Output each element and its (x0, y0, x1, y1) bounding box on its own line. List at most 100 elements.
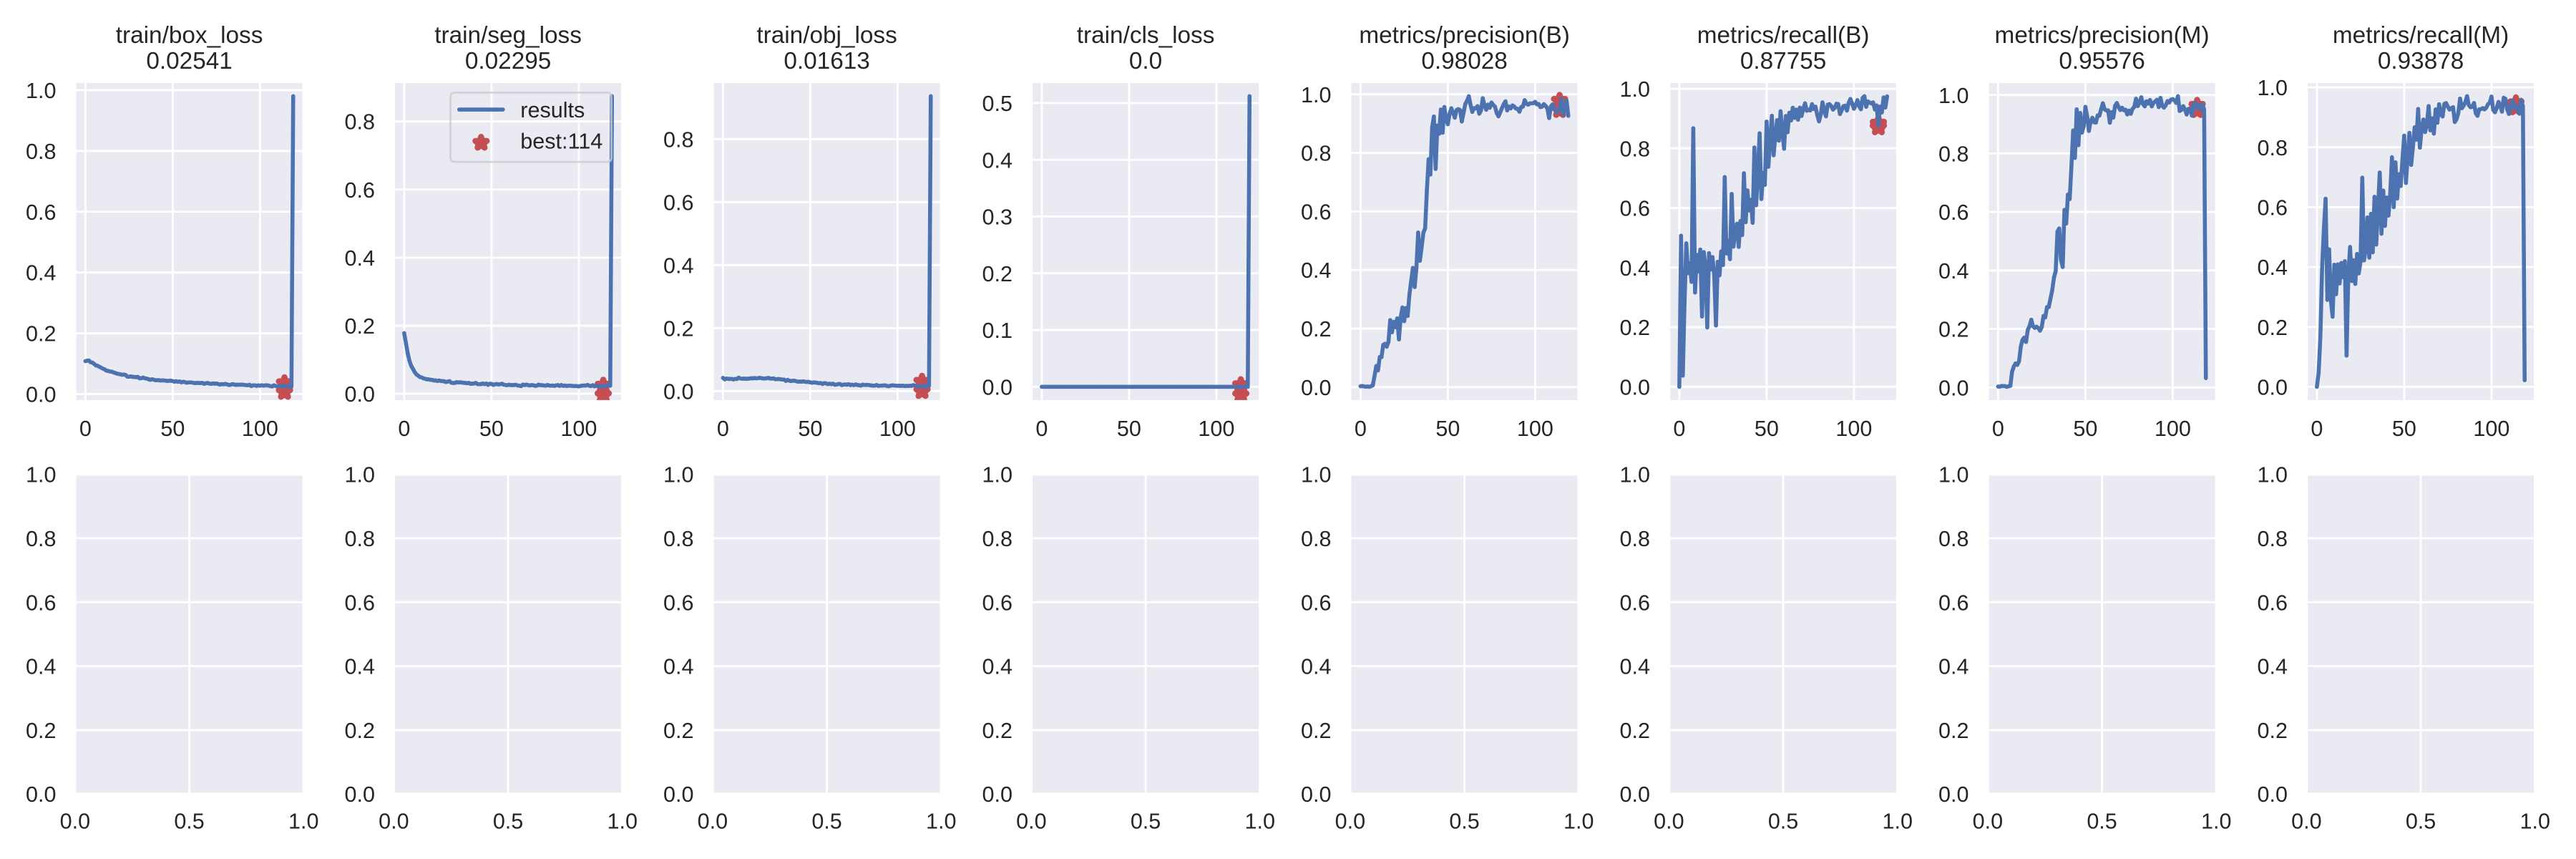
svg-text:0.98028: 0.98028 (1421, 48, 1507, 74)
svg-text:0: 0 (717, 417, 729, 441)
svg-text:0.0: 0.0 (1938, 376, 1968, 400)
svg-text:100: 100 (560, 417, 597, 441)
svg-text:0.5: 0.5 (982, 92, 1013, 116)
svg-text:metrics/precision(M): metrics/precision(M) (1995, 22, 2210, 49)
svg-text:0.01613: 0.01613 (784, 48, 869, 74)
svg-text:0.0: 0.0 (1620, 782, 1650, 807)
svg-text:metrics/recall(B): metrics/recall(B) (1697, 22, 1870, 49)
svg-text:1.0: 1.0 (2201, 810, 2231, 834)
svg-text:1.0: 1.0 (1245, 810, 1275, 834)
svg-text:0: 0 (79, 417, 92, 441)
svg-text:0.8: 0.8 (1620, 527, 1650, 551)
svg-text:0.1: 0.1 (982, 319, 1013, 343)
svg-text:0.02295: 0.02295 (465, 48, 551, 74)
svg-text:0.8: 0.8 (1301, 527, 1331, 551)
svg-text:50: 50 (2073, 417, 2097, 441)
svg-text:results: results (520, 98, 585, 122)
svg-text:1.0: 1.0 (608, 810, 638, 834)
svg-text:50: 50 (798, 417, 822, 441)
svg-text:0.0: 0.0 (1620, 375, 1650, 399)
svg-text:0.5: 0.5 (2406, 810, 2436, 834)
svg-text:0.8: 0.8 (1938, 142, 1968, 166)
svg-text:0.8: 0.8 (663, 527, 693, 551)
svg-text:0.0: 0.0 (663, 782, 693, 807)
svg-text:0: 0 (1355, 417, 1367, 441)
svg-text:0.6: 0.6 (2258, 591, 2288, 615)
svg-text:0.6: 0.6 (26, 591, 56, 615)
svg-text:0.02541: 0.02541 (146, 48, 232, 74)
svg-text:1.0: 1.0 (982, 463, 1013, 487)
svg-text:0.2: 0.2 (1938, 318, 1968, 342)
svg-text:0.2: 0.2 (663, 316, 693, 341)
svg-text:0.0: 0.0 (1938, 782, 1968, 807)
svg-text:0.5: 0.5 (2087, 810, 2117, 834)
svg-text:0: 0 (398, 417, 410, 441)
svg-text:0.2: 0.2 (1620, 316, 1650, 340)
svg-text:0.0: 0.0 (982, 782, 1013, 807)
svg-text:1.0: 1.0 (1938, 84, 1968, 108)
svg-text:0.8: 0.8 (663, 127, 693, 152)
svg-text:0.5: 0.5 (1449, 810, 1479, 834)
svg-text:0.4: 0.4 (26, 261, 56, 286)
svg-text:0.2: 0.2 (1938, 719, 1968, 743)
svg-text:0.4: 0.4 (2258, 256, 2288, 280)
svg-text:0.6: 0.6 (1301, 591, 1331, 615)
svg-text:0.6: 0.6 (1938, 591, 1968, 615)
svg-text:50: 50 (2392, 417, 2416, 441)
svg-text:1.0: 1.0 (288, 810, 318, 834)
svg-text:0.4: 0.4 (663, 253, 693, 278)
svg-text:0.0: 0.0 (379, 810, 409, 834)
svg-text:0.0: 0.0 (2258, 375, 2288, 399)
svg-text:0.3: 0.3 (982, 205, 1013, 230)
svg-text:0.2: 0.2 (1301, 317, 1331, 341)
svg-text:0.2: 0.2 (982, 262, 1013, 286)
svg-text:0.8: 0.8 (26, 140, 56, 164)
svg-text:0.8: 0.8 (1301, 142, 1331, 166)
svg-text:0.2: 0.2 (663, 719, 693, 743)
svg-text:100: 100 (1198, 417, 1234, 441)
svg-text:0: 0 (1992, 417, 2004, 441)
svg-text:1.0: 1.0 (1620, 463, 1650, 487)
svg-text:1.0: 1.0 (1620, 77, 1650, 102)
svg-text:1.0: 1.0 (926, 810, 956, 834)
svg-text:1.0: 1.0 (26, 463, 56, 487)
svg-text:0.4: 0.4 (26, 655, 56, 679)
svg-text:50: 50 (1435, 417, 1460, 441)
svg-text:0.2: 0.2 (26, 719, 56, 743)
svg-text:train/box_loss: train/box_loss (116, 22, 263, 49)
svg-text:50: 50 (1117, 417, 1141, 441)
svg-text:1.0: 1.0 (2520, 810, 2550, 834)
svg-text:0.0: 0.0 (663, 380, 693, 404)
svg-text:0.6: 0.6 (1620, 197, 1650, 221)
svg-text:100: 100 (2473, 417, 2509, 441)
svg-text:metrics/precision(B): metrics/precision(B) (1359, 22, 1569, 49)
svg-text:0.2: 0.2 (2258, 719, 2288, 743)
svg-text:0.6: 0.6 (2258, 195, 2288, 220)
svg-text:0.0: 0.0 (345, 382, 375, 407)
svg-text:1.0: 1.0 (1883, 810, 1913, 834)
svg-text:1.0: 1.0 (1938, 463, 1968, 487)
svg-text:0.4: 0.4 (1938, 259, 1968, 283)
svg-text:0.2: 0.2 (1620, 719, 1650, 743)
svg-text:0.8: 0.8 (2258, 527, 2288, 551)
svg-text:0.2: 0.2 (982, 719, 1013, 743)
svg-text:0.6: 0.6 (26, 200, 56, 225)
svg-text:0.4: 0.4 (1301, 655, 1331, 679)
svg-text:0.4: 0.4 (1301, 258, 1331, 283)
svg-text:metrics/recall(M): metrics/recall(M) (2333, 22, 2509, 49)
svg-text:0.2: 0.2 (2258, 316, 2288, 340)
svg-text:0.4: 0.4 (1620, 655, 1650, 679)
svg-text:0.4: 0.4 (1620, 256, 1650, 281)
svg-text:0.5: 0.5 (174, 810, 204, 834)
svg-text:0.8: 0.8 (1620, 137, 1650, 161)
svg-text:0.0: 0.0 (1654, 810, 1684, 834)
svg-text:0.5: 0.5 (811, 810, 841, 834)
svg-text:0.5: 0.5 (1131, 810, 1161, 834)
svg-text:100: 100 (879, 417, 916, 441)
svg-text:0.8: 0.8 (26, 527, 56, 551)
svg-text:0.0: 0.0 (982, 375, 1013, 399)
svg-text:0.4: 0.4 (2258, 655, 2288, 679)
svg-text:0.0: 0.0 (345, 782, 375, 807)
svg-text:0.0: 0.0 (698, 810, 728, 834)
svg-text:0.6: 0.6 (1301, 200, 1331, 224)
